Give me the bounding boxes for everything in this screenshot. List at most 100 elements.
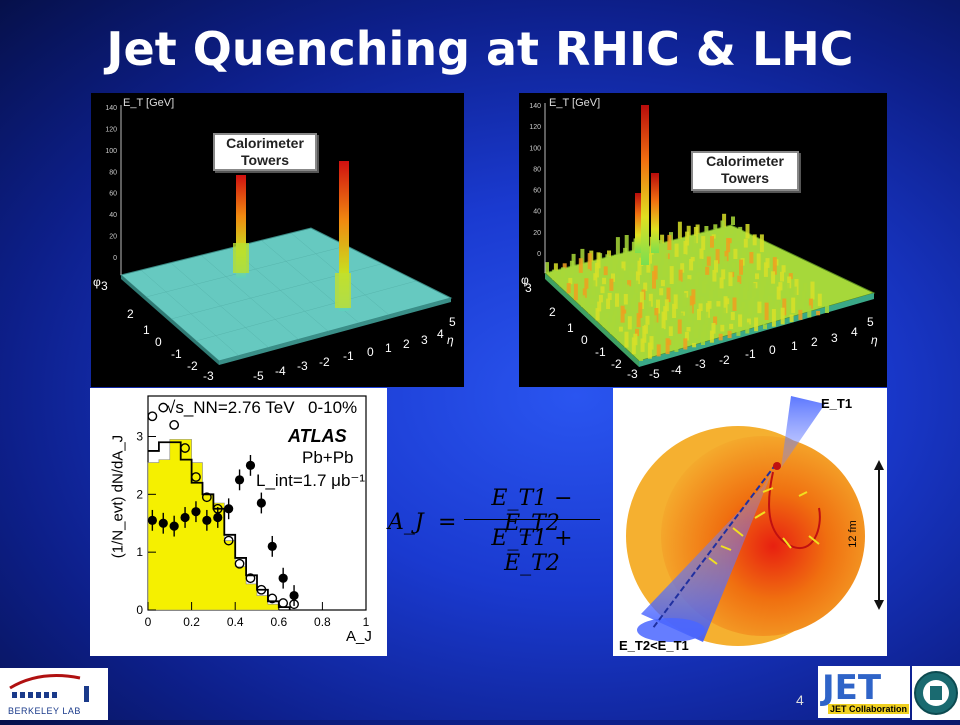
lhc-z-tick: 20: [533, 230, 541, 237]
lhc-noise-tower: [590, 298, 594, 305]
lhc-noise-tower: [580, 248, 585, 264]
rhic-eta-tick-1: -4: [275, 364, 286, 378]
lhc-noise-tower: [607, 293, 612, 300]
lhc-noise-tower: [706, 256, 711, 266]
atlas-open-point: [191, 472, 201, 482]
lhc-noise-tower: [662, 264, 667, 278]
lhc-noise-tower: [666, 287, 671, 303]
formula-lhs: A_J: [388, 510, 424, 535]
lhc-noise-tower: [724, 250, 729, 262]
lhc-noise-tower: [763, 262, 768, 277]
rhic-z-tick: 60: [109, 191, 117, 198]
rhic-phi-label: φ: [93, 275, 101, 289]
atlas-experiment: ATLAS: [288, 426, 347, 446]
lhc-noise-tower: [787, 276, 792, 289]
atlas-filled-point: [169, 521, 179, 531]
lhc-noise-tower: [718, 232, 723, 246]
lhc-noise-tower: [623, 247, 628, 262]
et2-label: E_T2<E_T1: [619, 638, 689, 653]
lhc-noise-tower: [737, 275, 742, 284]
lhc-noise-tower: [754, 317, 759, 332]
lhc-noise-tower: [672, 303, 677, 318]
lhc-eta-tick-2: -3: [695, 357, 706, 371]
rhic-z-tick: 100: [105, 148, 117, 155]
lhc-noise-tower: [595, 308, 600, 321]
lhc-noise-tower: [698, 303, 703, 312]
lhc-noise-tower: [664, 299, 669, 312]
rhic-eta-tick-4: -1: [343, 349, 354, 363]
lhc-noise-tower: [656, 299, 660, 314]
lhc-noise-tower: [611, 273, 615, 282]
atlas-x-tick: 0: [145, 615, 152, 629]
lhc-noise-tower: [639, 291, 644, 309]
formula-equals: =: [438, 510, 457, 535]
lhc-noise-tower: [647, 301, 652, 316]
lhc-noise-tower: [701, 236, 706, 250]
lhc-noise-tower: [778, 282, 783, 291]
lhc-noise-tower: [748, 300, 753, 316]
rhic-eta-tick-7: 2: [403, 337, 410, 351]
lhc-noise-tower: [744, 277, 749, 291]
lhc-calo-line1: Calorimeter: [706, 153, 784, 169]
lhc-noise-tower: [638, 302, 643, 318]
lhc-noise-tower: [678, 269, 683, 282]
lhc-noise-tower: [619, 268, 624, 280]
rhic-z-tick: 140: [105, 105, 117, 112]
rhic-phi-tick-0: 3: [101, 279, 108, 293]
lhc-noise-tower: [623, 294, 628, 305]
atlas-ylabel: (1/N_evt) dN/dA_J: [109, 434, 127, 559]
lhc-phi-tick-2: 1: [567, 321, 574, 335]
lhc-noise-tower: [705, 303, 710, 318]
atlas-filled-point: [191, 507, 201, 517]
lhc-noise-tower: [728, 272, 733, 287]
atlas-y-tick: 1: [136, 545, 143, 559]
lhc-eta-tick-6: 1: [791, 339, 798, 353]
lhc-noise-tower: [617, 335, 622, 341]
lhc-noise-tower: [704, 311, 709, 327]
lhc-noise-tower: [642, 325, 647, 343]
atlas-open-point: [147, 411, 158, 422]
lhc-eta-label: η: [871, 333, 878, 347]
lhc-noise-tower: [705, 266, 710, 275]
lhc-noise-tower: [620, 305, 625, 323]
rhic-eta-tick-2: -3: [297, 359, 308, 373]
rhic-et-axis-label: E_T [GeV]: [123, 97, 175, 109]
lhc-eta-tick-10: 5: [867, 315, 874, 329]
lhc-noise-tower: [730, 312, 735, 321]
lhc-noise-tower: [640, 338, 645, 352]
lhc-noise-tower: [726, 289, 731, 296]
rhic-z-tick: 20: [109, 234, 117, 241]
university-crest-logo: [912, 666, 960, 720]
lhc-noise-tower: [677, 221, 682, 239]
lhc-noise-tower: [718, 333, 723, 341]
lhc-noise-tower: [697, 309, 701, 321]
lhc-noise-tower: [701, 331, 705, 345]
lhc-noise-tower: [769, 285, 774, 293]
atlas-x-tick: 0.2: [183, 615, 200, 629]
lhc-noise-tower: [624, 235, 629, 253]
rhic-eta-tick-5: 0: [367, 345, 374, 359]
lhc-eta-tick-3: -2: [719, 353, 730, 367]
berkeley-lab-logo: BERKELEY LAB: [0, 668, 108, 720]
lhc-noise-tower: [618, 326, 623, 332]
jet-collaboration-logo: JET JET Collaboration: [818, 666, 910, 718]
lhc-noise-tower: [800, 300, 805, 311]
lhc-eta-tick-8: 3: [831, 331, 838, 345]
lhc-noise-tower: [584, 278, 589, 289]
lhc-noise-tower: [692, 235, 697, 253]
lhc-noise-tower: [736, 330, 741, 336]
lhc-noise-tower: [723, 296, 728, 314]
lhc-noise-tower: [742, 288, 747, 300]
lhc-z-tick: 100: [529, 145, 541, 152]
lhc-noise-tower: [658, 338, 663, 348]
lhc-noise-tower: [667, 234, 672, 250]
formula-fraction-bar: [464, 519, 600, 520]
lhc-noise-tower: [656, 244, 661, 262]
lhc-noise-tower: [646, 260, 651, 273]
lhc-noise-tower: [627, 280, 632, 287]
atlas-open-point: [223, 535, 234, 546]
lhc-noise-tower: [722, 307, 726, 323]
lhc-noise-tower: [661, 311, 666, 330]
et1-label: E_T1: [821, 396, 853, 411]
size-label: 12 fm: [846, 520, 859, 548]
